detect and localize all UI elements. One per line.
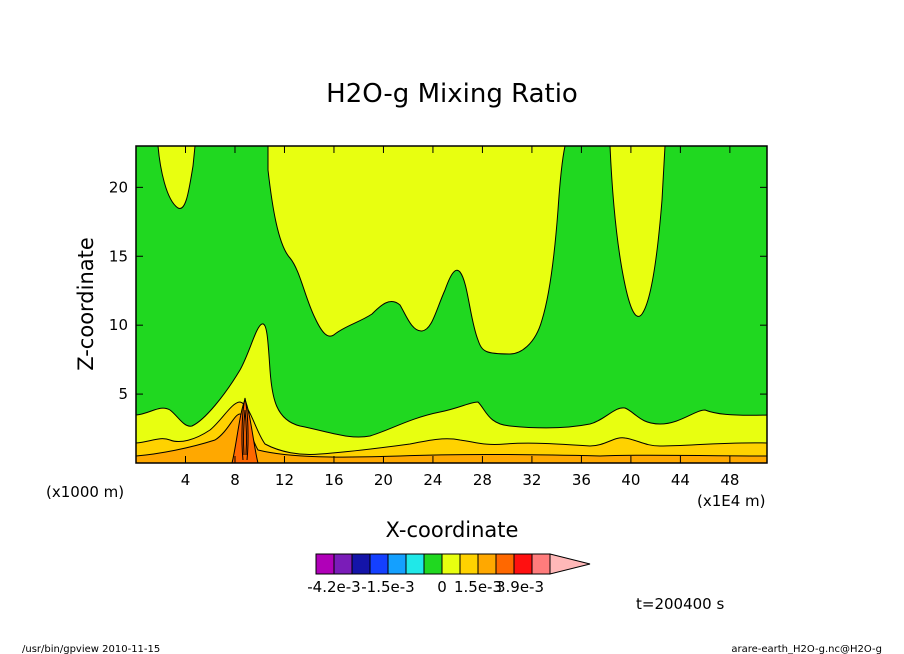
- contour-line-spike-inner: [243, 409, 247, 456]
- chart-title: H2O-g Mixing Ratio: [326, 79, 578, 109]
- z-scale-note: (x1000 m): [46, 483, 124, 501]
- x-tick-label: 40: [621, 471, 640, 489]
- colorbar-swatch: [387, 553, 407, 575]
- y-tick-label: 20: [109, 178, 128, 196]
- colorbar-label: -1.5e-3: [361, 578, 414, 596]
- x-axis-label: X-coordinate: [386, 518, 519, 542]
- y-tick-label: 10: [109, 316, 128, 334]
- x-tick-label: 12: [275, 471, 294, 489]
- x-tick-label: 24: [423, 471, 442, 489]
- x-tick-label: 4: [181, 471, 191, 489]
- y-axis-ticks: 5 10 15 20: [109, 178, 767, 403]
- time-label: t=200400 s: [636, 595, 724, 613]
- contour-region-yellow-lobe-left: [157, 145, 196, 209]
- colorbar-swatch: [531, 553, 551, 575]
- contour-plot: [135, 145, 768, 464]
- footer-left: /usr/bin/gpview 2010-11-15: [22, 644, 160, 654]
- colorbar-swatch: [513, 553, 533, 575]
- contour-region-gold: [135, 401, 768, 464]
- x-tick-label: 8: [230, 471, 240, 489]
- colorbar-swatch: [351, 553, 371, 575]
- colorbar-labels: -4.2e-3 -1.5e-3 0 1.5e-33.9e-3: [307, 578, 544, 596]
- x-tick-label: 36: [572, 471, 591, 489]
- x-tick-label: 48: [720, 471, 739, 489]
- colorbar-swatch: [369, 553, 389, 575]
- colorbar-swatch: [333, 553, 353, 575]
- contour-region-yellow-upper: [267, 145, 566, 355]
- x-axis-ticks: 4 8 12 16 20 24 28 32 36 40 44 48: [181, 146, 739, 489]
- colorbar: [315, 553, 591, 575]
- colorbar-label: 3.9e-3: [496, 578, 544, 596]
- x-scale-note: (x1E4 m): [697, 492, 766, 510]
- contour-line-spike: [241, 397, 249, 461]
- x-tick-label: 20: [374, 471, 393, 489]
- colorbar-swatch: [423, 553, 443, 575]
- x-tick-label: 28: [473, 471, 492, 489]
- x-tick-label: 32: [522, 471, 541, 489]
- plot-frame: [135, 145, 768, 464]
- colorbar-swatch: [477, 553, 497, 575]
- y-tick-label: 5: [118, 385, 128, 403]
- y-tick-label: 15: [109, 247, 128, 265]
- colorbar-swatch: [315, 553, 335, 575]
- colorbar-arrow: [549, 553, 591, 575]
- x-tick-label: 44: [671, 471, 690, 489]
- contour-region-yellow-lower: [135, 323, 768, 464]
- contour-region-yellow-lobe-right: [609, 145, 666, 317]
- colorbar-swatch: [495, 553, 515, 575]
- colorbar-label: 0: [437, 578, 447, 596]
- colorbar-label: 1.5e-3: [454, 578, 502, 596]
- colorbar-swatch: [459, 553, 479, 575]
- colorbar-swatch: [441, 553, 461, 575]
- colorbar-swatch: [405, 553, 425, 575]
- contour-region-orange: [135, 413, 768, 464]
- colorbar-label: -4.2e-3: [307, 578, 360, 596]
- footer-right: arare-earth_H2O-g.nc@H2O-g: [731, 644, 882, 654]
- y-axis-label: Z-coordinate: [74, 237, 98, 371]
- x-tick-label: 16: [324, 471, 343, 489]
